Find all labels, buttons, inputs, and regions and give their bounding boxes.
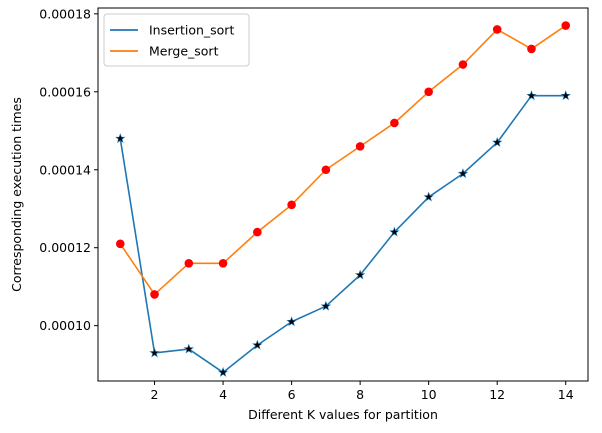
y-axis-ticks: 0.00010 0.00012 0.00014 0.00016 0.00018 <box>39 6 98 333</box>
legend-label-merge-sort: Merge_sort <box>149 44 219 59</box>
legend-box <box>103 13 250 67</box>
data-point-merge-sort <box>321 165 331 175</box>
data-point-merge-sort <box>492 25 502 34</box>
x-tick-label: 10 <box>421 387 437 402</box>
x-tick-label: 12 <box>489 387 505 402</box>
y-tick-label: 0.00010 <box>39 318 91 333</box>
y-tick-label: 0.00016 <box>39 84 91 99</box>
axes-frame <box>97 7 589 382</box>
data-point-merge-sort <box>184 258 194 268</box>
x-tick-label: 8 <box>356 387 364 402</box>
data-point-merge-sort <box>561 21 571 30</box>
data-point-insertion-sort <box>217 366 229 377</box>
data-point-merge-sort <box>424 87 433 97</box>
data-point-merge-sort <box>150 290 159 299</box>
x-tick-label: 14 <box>558 387 574 402</box>
data-point-merge-sort <box>390 118 399 128</box>
data-point-merge-sort <box>115 239 125 249</box>
data-point-insertion-sort <box>149 347 160 358</box>
data-point-insertion-sort <box>252 339 263 350</box>
data-point-insertion-sort <box>286 316 297 327</box>
data-point-insertion-sort <box>354 269 366 280</box>
y-tick-label: 0.00012 <box>39 240 91 255</box>
data-point-insertion-sort <box>423 191 434 202</box>
y-axis-label: Corresponding execution times <box>9 97 24 292</box>
data-point-insertion-sort <box>491 136 503 147</box>
data-point-merge-sort <box>355 142 365 151</box>
x-tick-label: 2 <box>151 387 159 402</box>
y-tick-label: 0.00014 <box>39 162 91 177</box>
data-point-insertion-sort <box>320 300 332 311</box>
x-axis-label: Different K values for partition <box>248 407 438 422</box>
plot-area <box>115 21 571 377</box>
data-point-merge-sort <box>287 200 296 210</box>
data-point-insertion-sort <box>560 90 571 101</box>
y-tick-label: 0.00018 <box>39 6 91 21</box>
data-point-insertion-sort <box>389 226 400 237</box>
data-point-merge-sort <box>218 258 228 268</box>
series-line-insertion-sort <box>119 94 566 374</box>
legend-label-insertion-sort: Insertion_sort <box>149 23 234 38</box>
legend: Insertion_sort Merge_sort <box>103 13 250 67</box>
data-point-insertion-sort <box>183 343 195 354</box>
data-point-merge-sort <box>527 44 536 54</box>
data-point-insertion-sort <box>115 133 126 143</box>
data-point-merge-sort <box>253 227 262 237</box>
x-tick-label: 4 <box>219 387 227 402</box>
x-axis-ticks: 2 4 6 8 10 12 14 <box>151 381 574 402</box>
data-point-merge-sort <box>458 60 468 69</box>
series-line-merge-sort <box>119 24 567 296</box>
data-point-insertion-sort <box>526 90 537 101</box>
x-tick-label: 6 <box>288 387 296 402</box>
data-point-insertion-sort <box>457 168 469 179</box>
